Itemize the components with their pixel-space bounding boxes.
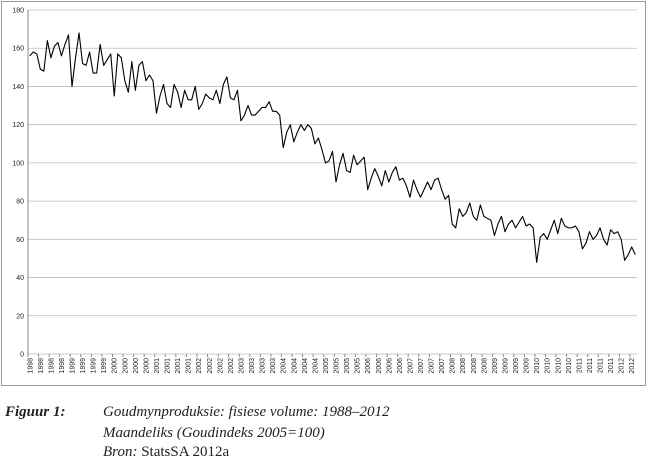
x-tick-label: 2010 (555, 358, 562, 374)
x-tick-label: 2005 (334, 358, 341, 374)
y-tick-label: 60 (16, 237, 24, 244)
x-tick-label: 2002 (228, 358, 235, 374)
x-tick-label: 2006 (376, 358, 383, 374)
x-tick-label: 1998 (27, 358, 34, 374)
caption-source-label: Bron: (103, 444, 137, 458)
x-tick-label: 2009 (524, 358, 531, 374)
x-tick-label: 2003 (270, 358, 277, 374)
x-tick-label: 2002 (196, 358, 203, 374)
y-tick-label: 160 (12, 46, 24, 53)
x-tick-label: 2005 (323, 358, 330, 374)
x-tick-label: 2012 (619, 358, 626, 374)
caption-source: Bron: StatsSA 2012a (103, 444, 229, 458)
x-tick-label: 2011 (598, 358, 605, 373)
x-tick-label: 2012 (629, 358, 636, 374)
y-tick-label: 40 (16, 275, 24, 282)
x-tick-label: 2010 (534, 358, 541, 374)
x-tick-label: 2000 (143, 358, 150, 374)
x-tick-label: 2004 (281, 358, 288, 374)
x-tick-label: 2008 (450, 358, 457, 374)
x-tick-label: 2010 (566, 358, 573, 374)
y-tick-label: 20 (16, 313, 24, 320)
x-tick-label: 2006 (397, 358, 404, 374)
x-tick-label: 2008 (460, 358, 467, 374)
x-tick-label: 2002 (207, 358, 214, 374)
y-tick-label: 140 (12, 84, 24, 91)
x-tick-label: 2007 (439, 358, 446, 374)
x-tick-label: 2001 (175, 358, 182, 374)
x-tick-label: 1999 (91, 358, 98, 374)
x-tick-label: 2001 (154, 358, 161, 374)
chart-border (1, 1, 646, 386)
x-tick-label: 2000 (133, 358, 140, 374)
x-tick-label: 2002 (217, 358, 224, 374)
x-tick-label: 2000 (122, 358, 129, 374)
caption-source-text: StatsSA 2012a (141, 444, 229, 458)
x-tick-label: 2011 (576, 358, 583, 373)
x-tick-label: 2005 (355, 358, 362, 374)
x-tick-label: 2000 (112, 358, 119, 374)
caption-line: Maandeliks (Goudindeks 2005=100) (102, 425, 325, 441)
x-tick-label: 2011 (608, 358, 615, 373)
x-tick-label: 1999 (101, 358, 108, 374)
x-tick-label: 2004 (291, 358, 298, 374)
x-tick-label: 2007 (429, 358, 436, 374)
x-tick-label: 1998 (59, 358, 66, 374)
x-tick-label: 2001 (165, 358, 172, 374)
x-tick-label: 1998 (48, 358, 55, 374)
y-tick-label: 0 (20, 352, 24, 359)
x-tick-label: 2008 (481, 358, 488, 374)
caption-line: Goudmynproduksie: fisiese volume: 1988–2… (103, 404, 390, 420)
y-tick-label: 180 (12, 8, 24, 15)
x-tick-label: 2011 (587, 358, 594, 373)
x-tick-label: 1998 (38, 358, 45, 374)
data-line (29, 32, 636, 263)
x-tick-label: 2001 (186, 358, 193, 374)
x-tick-label: 2003 (238, 358, 245, 374)
x-tick-label: 2006 (365, 358, 372, 374)
x-tick-label: 2009 (513, 358, 520, 374)
x-tick-label: 2003 (260, 358, 267, 374)
x-tick-label: 2006 (386, 358, 393, 374)
y-tick-label: 100 (12, 160, 24, 167)
caption-label: Figuur 1: (4, 404, 65, 420)
x-tick-label: 2010 (545, 358, 552, 374)
y-tick-label: 120 (12, 122, 24, 129)
x-tick-label: 2005 (344, 358, 351, 374)
x-tick-label: 2009 (502, 358, 509, 374)
x-tick-label: 2008 (471, 358, 478, 374)
x-tick-label: 2007 (418, 358, 425, 374)
x-tick-label: 1999 (80, 358, 87, 374)
x-tick-label: 2003 (249, 358, 256, 374)
x-tick-label: 2004 (302, 358, 309, 374)
x-tick-label: 2009 (492, 358, 499, 374)
x-tick-label: 2004 (312, 358, 319, 374)
x-tick-label: 1999 (70, 358, 77, 374)
x-tick-label: 2007 (407, 358, 414, 374)
y-tick-label: 80 (16, 199, 24, 206)
